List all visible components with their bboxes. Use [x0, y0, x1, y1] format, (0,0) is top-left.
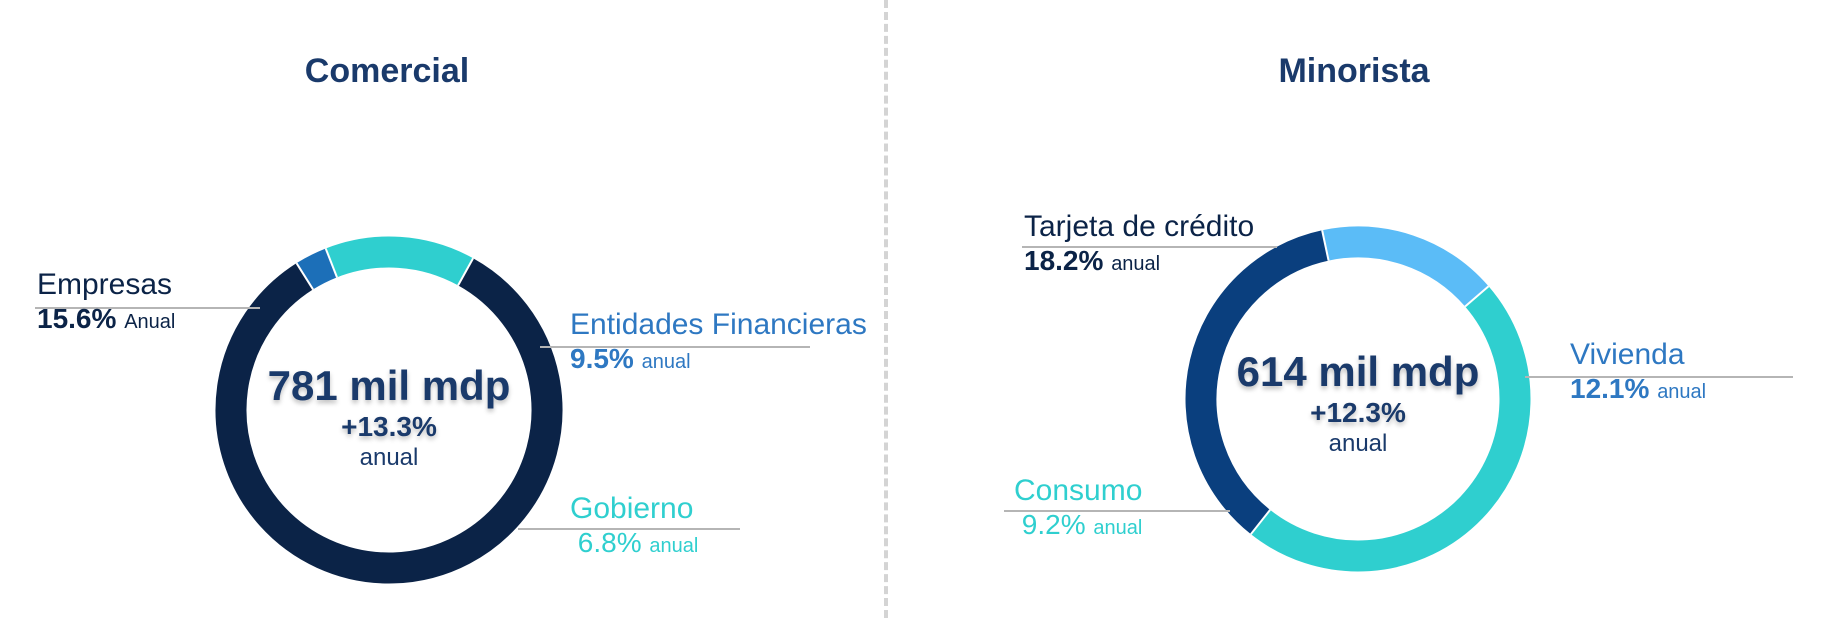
slice-label-consumo: Consumo 9.2% anual: [1014, 474, 1142, 545]
slice-label-tarjeta-de-credito: Tarjeta de crédito 18.2% anual: [1024, 210, 1254, 281]
slice-unit: anual: [649, 535, 699, 557]
slice-unit: anual: [1111, 253, 1161, 275]
section-divider: [884, 0, 888, 618]
slice-label-vivienda: Vivienda 12.1% anual: [1570, 338, 1706, 409]
donut-slice-gobierno: [325, 236, 474, 286]
slice-unit: Anual: [124, 311, 176, 333]
slice-separator: [1250, 509, 1271, 535]
slice-name: Vivienda: [1570, 338, 1685, 371]
center-growth: +12.3%: [1310, 397, 1406, 428]
slice-growth: 12.1%: [1570, 373, 1650, 404]
slice-growth: 6.8%: [577, 527, 642, 558]
leader-line-consumo: [1004, 510, 1230, 512]
center-summary-minorista: 614 mil mdp +12.3% anual: [1237, 348, 1480, 458]
slice-unit: anual: [641, 351, 691, 373]
slice-growth: 15.6%: [37, 303, 117, 334]
slice-growth: 9.5%: [570, 343, 634, 374]
leader-line-tarjeta-de-credito: [1022, 246, 1277, 248]
slice-separator: [1321, 230, 1330, 261]
donut-slice-empresas: [215, 258, 563, 584]
leader-line-empresas: [35, 307, 260, 309]
donut-slice-consumo: [1185, 230, 1329, 535]
slice-name: Tarjeta de crédito: [1024, 210, 1255, 243]
donut-slice-vivienda: [1250, 286, 1531, 572]
center-total: 781 mil mdp: [267, 362, 511, 409]
slice-growth: 18.2%: [1024, 245, 1104, 276]
donut-slice-tarjeta-de-cr-dito: [1322, 226, 1489, 307]
slice-separator: [324, 248, 338, 278]
center-total: 614 mil mdp: [1236, 348, 1480, 395]
leader-line-gobierno: [518, 528, 740, 530]
slice-name: Empresas: [37, 268, 173, 301]
slice-unit: anual: [1093, 517, 1143, 539]
center-summary-comercial: 781 mil mdp +13.3% anual: [268, 362, 511, 472]
slice-name: Gobierno: [570, 492, 694, 525]
slice-unit: anual: [1657, 381, 1707, 403]
slice-label-entidades-financieras: Entidades Financieras 9.5% anual: [570, 308, 867, 379]
slice-separator: [295, 262, 314, 290]
chart-title-comercial: Comercial: [304, 52, 470, 90]
leader-line-vivienda: [1525, 376, 1793, 378]
leader-line-entidades-financieras: [540, 346, 810, 348]
center-growth: +13.3%: [341, 411, 437, 442]
slice-label-empresas: Empresas 15.6% Anual: [37, 268, 175, 339]
slice-name: Entidades Financieras: [570, 308, 867, 341]
slice-name: Consumo: [1014, 474, 1143, 507]
chart-title-minorista: Minorista: [1278, 52, 1430, 90]
center-note: anual: [359, 444, 419, 471]
slice-growth: 9.2%: [1021, 509, 1086, 540]
slice-separator: [1464, 285, 1490, 308]
center-note: anual: [1328, 430, 1388, 457]
slice-separator: [457, 257, 474, 286]
slice-label-gobierno: Gobierno 6.8% anual: [570, 492, 698, 563]
